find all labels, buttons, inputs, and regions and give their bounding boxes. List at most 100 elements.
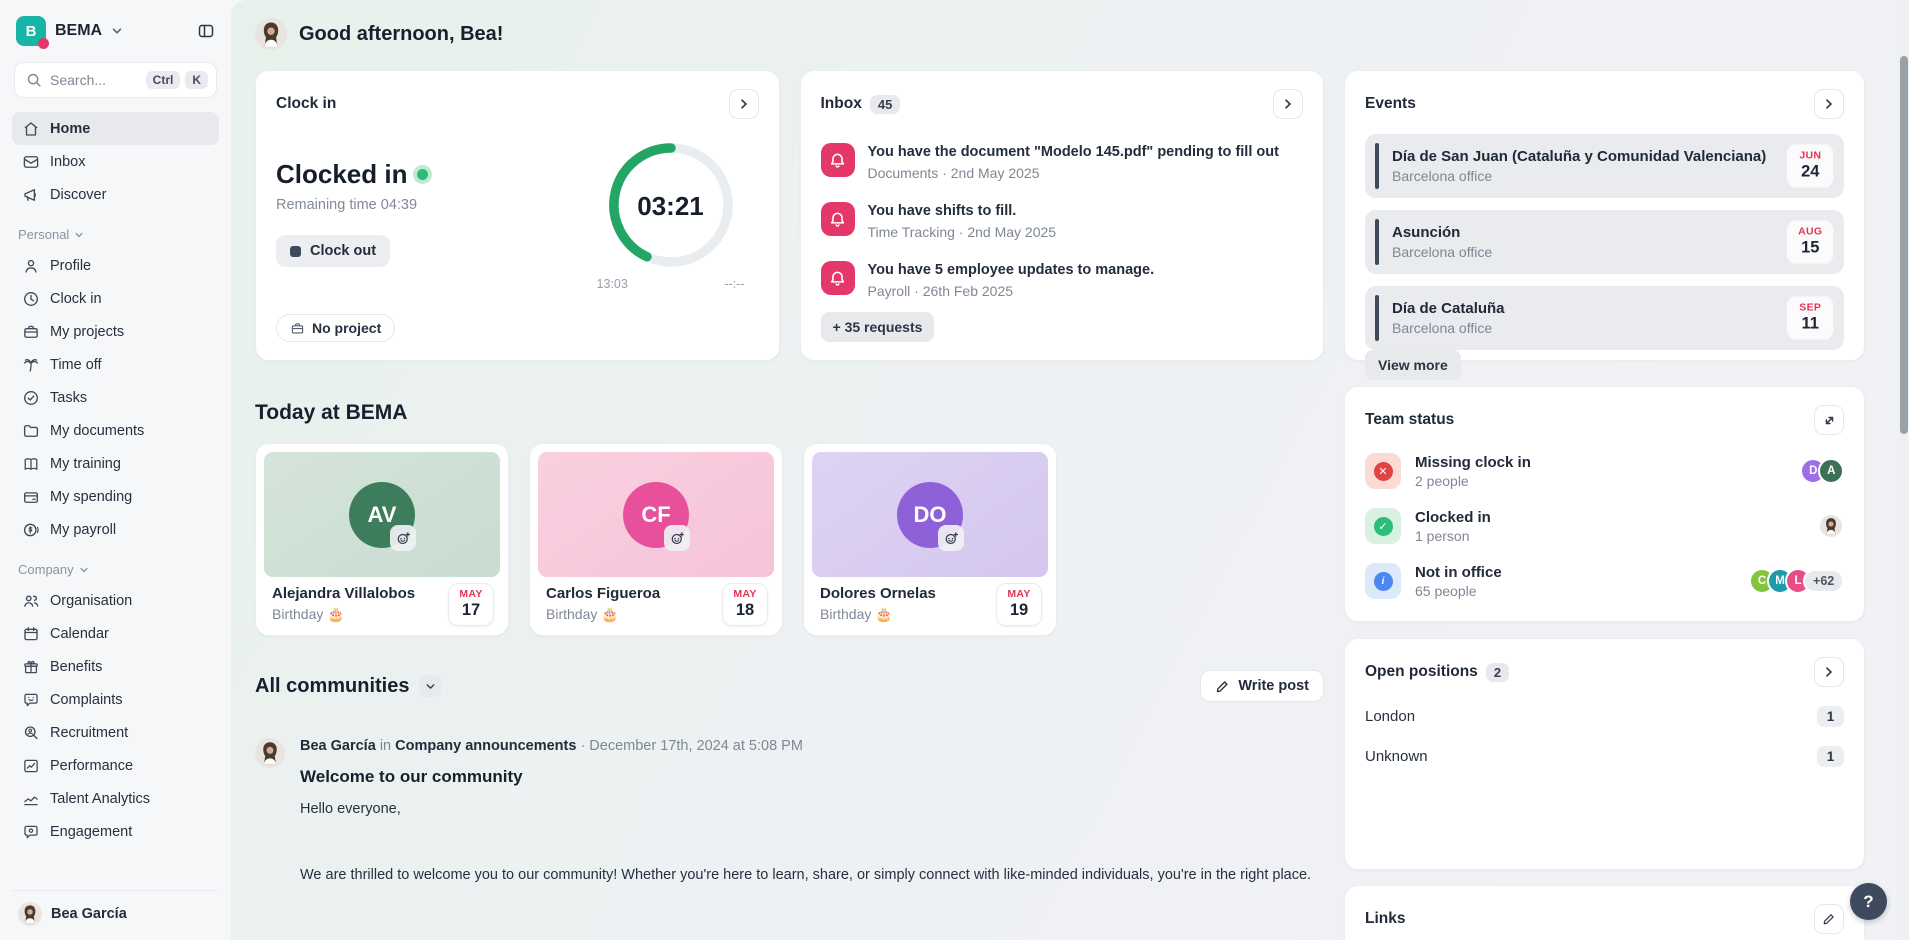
- birthday-card-carlos[interactable]: CF Carlos Figueroa Birthday 🎂 MAY 18: [529, 443, 783, 636]
- post-line: Hello everyone,: [300, 801, 401, 817]
- status-count: 65 people: [1415, 582, 1477, 599]
- remaining-time: Remaining time 04:39: [276, 197, 418, 213]
- sidebar-item-organisation[interactable]: Organisation: [12, 584, 219, 617]
- inbox-notification-shifts[interactable]: You have shifts to fill. Time Tracking ·…: [820, 202, 1304, 241]
- palm-tree-icon: [22, 356, 40, 374]
- add-reaction-button[interactable]: [390, 525, 416, 551]
- clock-out-button[interactable]: Clock out: [276, 235, 391, 267]
- sidebar-section-company[interactable]: Company: [12, 562, 219, 577]
- card-title: Clock in: [276, 95, 337, 112]
- shortcut-key-k: K: [185, 71, 208, 89]
- sidebar-item-label: Performance: [50, 757, 134, 774]
- event-item-asuncion[interactable]: Asunción Barcelona office AUG 15: [1365, 210, 1845, 274]
- line-chart-icon: [22, 757, 40, 775]
- section-label-text: Company: [18, 562, 74, 577]
- inbox-card-open-button[interactable]: [1273, 89, 1303, 119]
- sidebar-item-recruitment[interactable]: Recruitment: [12, 716, 219, 749]
- team-status-missing-clock-in[interactable]: ✕ Missing clock in 2 people D A: [1365, 453, 1845, 489]
- project-selector[interactable]: No project: [276, 314, 396, 342]
- sidebar-item-clock-in[interactable]: Clock in: [12, 282, 219, 315]
- event-type: Birthday 🎂: [272, 606, 345, 622]
- event-location: Barcelona office: [1392, 244, 1493, 260]
- sidebar-item-calendar[interactable]: Calendar: [12, 617, 219, 650]
- sidebar-item-benefits[interactable]: Benefits: [12, 650, 219, 683]
- event-item-san-juan[interactable]: Día de San Juan (Cataluña y Comunidad Va…: [1365, 134, 1845, 198]
- notification-meta: Time Tracking · 2nd May 2025: [867, 224, 1057, 241]
- sidebar-item-my-projects[interactable]: My projects: [12, 315, 219, 348]
- team-status-clocked-in[interactable]: ✓ Clocked in 1 person: [1365, 508, 1845, 544]
- sidebar-item-time-off[interactable]: Time off: [12, 348, 219, 381]
- sidebar-item-tasks[interactable]: Tasks: [12, 381, 219, 414]
- user-avatar[interactable]: [255, 18, 287, 50]
- add-reaction-button[interactable]: [664, 525, 690, 551]
- sidebar-item-engagement[interactable]: Engagement: [12, 815, 219, 848]
- sidebar-user-menu[interactable]: Bea García: [12, 890, 219, 928]
- post-author-avatar[interactable]: [255, 738, 285, 768]
- birthday-card-alejandra[interactable]: AV Alejandra Villalobos Birthday 🎂 MAY 1…: [255, 443, 509, 636]
- clock-timer-ring: 03:21 13:03 --:--: [595, 129, 747, 314]
- notification-meta: Documents · 2nd May 2025: [867, 165, 1040, 182]
- position-row-unknown[interactable]: Unknown 1: [1365, 746, 1845, 767]
- help-button[interactable]: ?: [1850, 883, 1887, 920]
- workspace-switcher[interactable]: B BEMA: [12, 14, 219, 60]
- position-count-badge: 1: [1816, 746, 1845, 767]
- sidebar-item-talent-analytics[interactable]: Talent Analytics: [12, 782, 219, 815]
- post-in-label: in: [379, 738, 392, 754]
- position-count-badge: 1: [1816, 706, 1845, 727]
- team-status-not-in-office[interactable]: i Not in office 65 people C M L +62: [1365, 563, 1845, 599]
- event-item-cataluna[interactable]: Día de Cataluña Barcelona office SEP 11: [1365, 286, 1845, 350]
- smile-plus-icon: [396, 531, 411, 546]
- speech-bubble-face-icon: [22, 691, 40, 709]
- search-placeholder: Search...: [50, 72, 107, 88]
- view-more-button[interactable]: View more: [1365, 350, 1461, 380]
- write-post-button[interactable]: Write post: [1200, 670, 1324, 702]
- team-status-expand-button[interactable]: [1814, 405, 1845, 435]
- sidebar-collapse-icon[interactable]: [197, 22, 215, 40]
- sidebar-item-home[interactable]: Home: [12, 112, 219, 145]
- sidebar-item-my-payroll[interactable]: My payroll: [12, 513, 219, 546]
- post-channel[interactable]: Company announcements: [395, 738, 577, 754]
- sidebar-item-complaints[interactable]: Complaints: [12, 683, 219, 716]
- sidebar-section-personal[interactable]: Personal: [12, 227, 219, 242]
- add-reaction-button[interactable]: [938, 525, 964, 551]
- chevron-down-icon: [74, 230, 84, 240]
- sidebar-item-my-spending[interactable]: My spending: [12, 480, 219, 513]
- sidebar-item-inbox[interactable]: Inbox: [12, 145, 219, 178]
- status-label: Missing clock in: [1415, 453, 1531, 471]
- communities-filter-dropdown[interactable]: [419, 675, 442, 697]
- avatar: A: [1818, 458, 1845, 484]
- card-title: Events: [1365, 95, 1416, 112]
- post-author[interactable]: Bea García: [300, 738, 376, 754]
- inbox-notification-payroll[interactable]: You have 5 employee updates to manage. P…: [820, 261, 1304, 299]
- scrollbar-thumb[interactable]: [1899, 56, 1908, 434]
- analytics-icon: [22, 790, 40, 808]
- post-title: Welcome to our community: [300, 767, 523, 786]
- sidebar-item-my-documents[interactable]: My documents: [12, 414, 219, 447]
- inbox-notification-documents[interactable]: You have the document "Modelo 145.pdf" p…: [820, 143, 1304, 182]
- pencil-icon: [1215, 679, 1230, 694]
- sidebar-item-performance[interactable]: Performance: [12, 749, 219, 782]
- date-month: AUG: [1798, 225, 1823, 238]
- sidebar-item-my-training[interactable]: My training: [12, 447, 219, 480]
- sidebar-item-profile[interactable]: Profile: [12, 249, 219, 282]
- more-requests-button[interactable]: + 35 requests: [820, 312, 935, 342]
- chevron-right-icon: [738, 98, 750, 110]
- smile-plus-icon: [944, 531, 959, 546]
- section-label-text: Personal: [18, 227, 70, 242]
- sidebar-item-discover[interactable]: Discover: [12, 178, 219, 211]
- positions-card-open-button[interactable]: [1814, 657, 1845, 687]
- avatar: [1818, 513, 1845, 539]
- search-input[interactable]: Search... Ctrl K: [14, 62, 217, 98]
- clock-card-open-button[interactable]: [728, 89, 759, 119]
- events-card-open-button[interactable]: [1814, 89, 1845, 119]
- briefcase-icon: [22, 323, 40, 341]
- links-edit-button[interactable]: [1814, 904, 1845, 934]
- folder-icon: [22, 422, 40, 440]
- elapsed-time: 03:21: [637, 191, 704, 221]
- card-title: Inbox: [820, 95, 862, 112]
- date-month: JUN: [1799, 149, 1822, 162]
- position-location: Unknown: [1365, 748, 1428, 765]
- position-row-london[interactable]: London 1: [1365, 706, 1845, 727]
- birthday-card-dolores[interactable]: DO Dolores Ornelas Birthday 🎂 MAY 19: [803, 443, 1057, 636]
